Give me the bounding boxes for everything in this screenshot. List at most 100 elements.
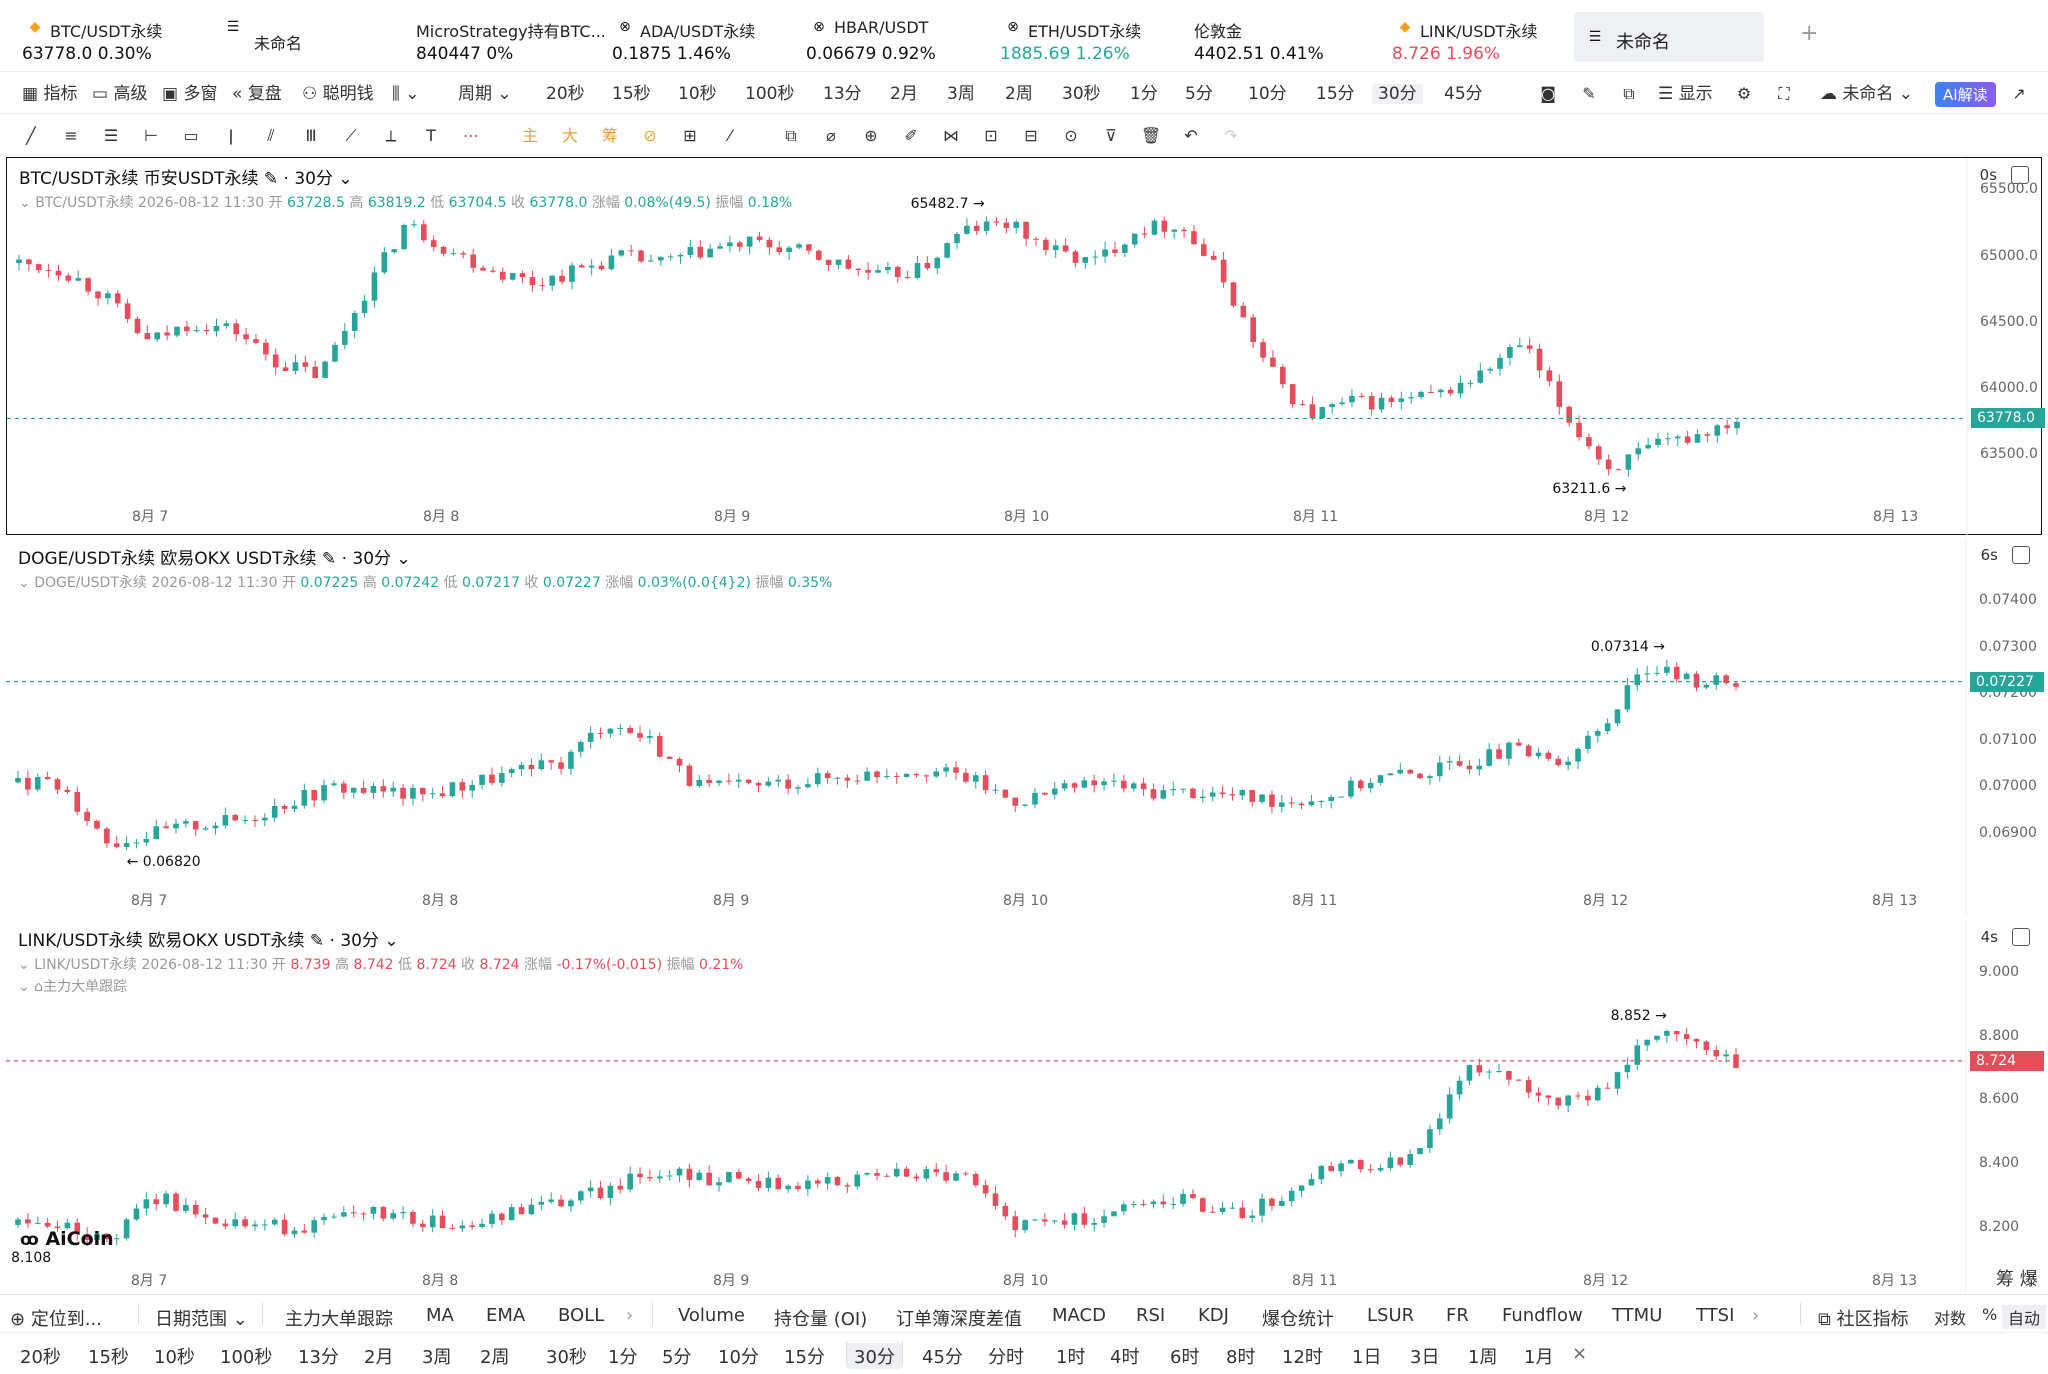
indicator-button[interactable]: ▦ 指标 xyxy=(22,84,78,104)
indicator-8[interactable]: RSI xyxy=(1136,1305,1166,1326)
replay-button[interactable]: « 复盘 xyxy=(232,84,282,104)
candlestick-chart[interactable] xyxy=(6,920,2042,1292)
bottom-interval-1时[interactable]: 1时 xyxy=(1056,1347,1086,1368)
symbol-tab[interactable]: 伦敦金 4402.51 0.41% xyxy=(1194,14,1374,64)
ruler-icon[interactable]: ⌀ xyxy=(826,126,836,145)
bottom-interval-12时[interactable]: 12时 xyxy=(1282,1347,1323,1368)
rotate-icon[interactable]: ⊞ xyxy=(683,126,697,145)
community-indicator-button[interactable]: ⧉ 社区指标 xyxy=(1818,1309,1909,1330)
interval-3周[interactable]: 3周 xyxy=(947,84,975,104)
indicator-0[interactable]: 主力大单跟踪 xyxy=(285,1309,393,1330)
filter-icon[interactable]: ⊽ xyxy=(1105,126,1117,145)
bottom-interval-45分[interactable]: 45分 xyxy=(922,1347,963,1368)
quick-2[interactable]: 筹 xyxy=(601,126,618,145)
symbol-tab[interactable]: ⊗ ADA/USDT永续 0.1875 1.46% xyxy=(612,14,792,64)
pane-interval[interactable]: 30分 xyxy=(352,549,392,569)
layout-dropdown[interactable]: ☁ 未命名 ⌄ xyxy=(1820,84,1914,104)
interval-2月[interactable]: 2月 xyxy=(890,84,918,104)
advanced-button[interactable]: ▭ 高级 xyxy=(92,84,148,104)
channel-icon[interactable]: ⫽ xyxy=(267,126,275,145)
redo-icon[interactable]: ↷ xyxy=(1224,126,1238,145)
interval-45分[interactable]: 45分 xyxy=(1444,84,1483,104)
interval-100秒[interactable]: 100秒 xyxy=(745,84,795,104)
trend-line-icon[interactable]: ╱ xyxy=(26,126,36,145)
chart-pane[interactable]: BTC/USDT永续 币安USDT永续 ✎ · 30分 ⌄ ⌄ BTC/USDT永… xyxy=(6,157,2045,536)
bottom-interval-8时[interactable]: 8时 xyxy=(1226,1347,1256,1368)
alert-icon[interactable]: ⊟ xyxy=(1024,126,1038,145)
interval-15秒[interactable]: 15秒 xyxy=(612,84,651,104)
add-tab-icon[interactable]: + xyxy=(1800,21,1819,46)
copy-icon[interactable]: ⧉ xyxy=(785,126,797,145)
settings-icon[interactable]: ⚙ xyxy=(1736,84,1752,103)
symbol-tab[interactable]: ◆ BTC/USDT永续 63778.0 0.30% xyxy=(22,14,202,64)
bottom-interval-20秒[interactable]: 20秒 xyxy=(20,1347,61,1368)
indicator-11[interactable]: LSUR xyxy=(1367,1305,1415,1326)
interval-15分[interactable]: 15分 xyxy=(1316,84,1355,104)
indicator-3[interactable]: BOLL xyxy=(558,1305,605,1326)
indicator-7[interactable]: MACD xyxy=(1052,1305,1106,1326)
symbol-tab[interactable]: ☰ 未命名 xyxy=(220,14,400,62)
horizontal-ray-icon[interactable]: ⊢ xyxy=(144,126,158,145)
locate-button[interactable]: ⊕ 定位到... xyxy=(10,1309,102,1330)
bottom-interval-30分[interactable]: 30分 xyxy=(846,1343,903,1369)
display-button[interactable]: ☰ 显示 xyxy=(1658,84,1713,104)
edit-icon[interactable]: ✎ xyxy=(1582,84,1596,103)
symbol-tab[interactable]: ⊗ HBAR/USDT 0.06679 0.92% xyxy=(806,14,986,64)
candlestick-chart[interactable] xyxy=(6,538,2042,916)
mask-icon[interactable]: ⊘ xyxy=(643,126,657,145)
fib-icon[interactable]: ⟋ xyxy=(345,126,357,145)
vertical-line-icon[interactable]: ǀ xyxy=(228,126,234,145)
candlestick-chart[interactable] xyxy=(7,158,2043,536)
bottom-interval-10秒[interactable]: 10秒 xyxy=(154,1347,195,1368)
bottom-interval-100秒[interactable]: 100秒 xyxy=(220,1347,273,1368)
interval-10秒[interactable]: 10秒 xyxy=(678,84,717,104)
bottom-interval-13分[interactable]: 13分 xyxy=(298,1347,339,1368)
interval-1分[interactable]: 1分 xyxy=(1130,84,1158,104)
bottom-interval-2月[interactable]: 2月 xyxy=(364,1347,394,1368)
scroll-right-icon-2[interactable]: › xyxy=(1752,1305,1760,1326)
chart-type-icon[interactable]: ⫼ ⌄ xyxy=(392,84,420,104)
bottom-interval-5分[interactable]: 5分 xyxy=(662,1347,692,1368)
rectangle-icon[interactable]: ▭ xyxy=(183,126,199,145)
undo-icon[interactable]: ↶ xyxy=(1184,126,1198,145)
percent-scale-toggle[interactable]: % xyxy=(1982,1305,1998,1324)
scroll-right-icon[interactable]: › xyxy=(626,1305,634,1326)
pane-interval[interactable]: 30分 xyxy=(340,931,379,951)
bottom-interval-30秒[interactable]: 30秒 xyxy=(546,1347,587,1368)
pen-icon[interactable]: ✐ xyxy=(904,126,918,145)
quick-0[interactable]: 主 xyxy=(521,126,538,145)
close-period-bar-icon[interactable]: × xyxy=(1572,1343,1588,1364)
pane-settings-icon[interactable] xyxy=(2011,166,2029,184)
indicator-6[interactable]: 订单簿深度差值 xyxy=(896,1309,1022,1330)
chip-liquidation-toggle[interactable]: 筹 爆 xyxy=(1996,1269,2038,1290)
trash-icon[interactable]: 🗑 xyxy=(1140,126,1162,145)
bottom-interval-分时[interactable]: 分时 xyxy=(988,1347,1024,1368)
multi-window-button[interactable]: ▣ 多窗 xyxy=(162,84,218,104)
log-scale-toggle[interactable]: 对数 xyxy=(1934,1309,1967,1328)
symbol-tab[interactable]: MicroStrategy持有BTC... 840447 0% xyxy=(416,14,606,64)
pane-settings-icon[interactable] xyxy=(2012,928,2030,946)
magnet-icon[interactable]: ⋈ xyxy=(943,126,959,145)
smart-money-button[interactable]: ⚇ 聪明钱 xyxy=(302,84,374,104)
zoom-icon[interactable]: ⊕ xyxy=(864,126,878,145)
bottom-interval-1日[interactable]: 1日 xyxy=(1352,1347,1382,1368)
indicator-13[interactable]: Fundflow xyxy=(1502,1305,1583,1326)
interval-20秒[interactable]: 20秒 xyxy=(546,84,585,104)
chart-pane[interactable]: DOGE/USDT永续 欧易OKX USDT永续 ✎ · 30分 ⌄ ⌄ DOGE… xyxy=(6,538,2044,916)
interval-5分[interactable]: 5分 xyxy=(1185,84,1213,104)
bottom-interval-4时[interactable]: 4时 xyxy=(1110,1347,1140,1368)
indicator-14[interactable]: TTMU xyxy=(1612,1305,1663,1326)
measure-icon[interactable]: ⟂ xyxy=(385,126,397,145)
pane-title[interactable]: BTC/USDT永续 币安USDT永续 ✎ · 30分 ⌄ xyxy=(19,169,353,189)
symbol-tab[interactable]: ⊗ ETH/USDT永续 1885.69 1.26% xyxy=(1000,14,1180,64)
pane-settings-icon[interactable] xyxy=(2012,546,2030,564)
more-dots-icon[interactable]: ⋯ xyxy=(463,126,479,145)
interval-30秒[interactable]: 30秒 xyxy=(1062,84,1101,104)
chart-pane[interactable]: LINK/USDT永续 欧易OKX USDT永续 ✎ · 30分 ⌄ ⌄ LINK… xyxy=(6,920,2044,1292)
bottom-interval-6时[interactable]: 6时 xyxy=(1170,1347,1200,1368)
auto-scale-toggle[interactable]: 自动 xyxy=(2002,1305,2047,1329)
symbol-tab[interactable]: ☰ 未命名 xyxy=(1574,12,1764,62)
quick-1[interactable]: 大 xyxy=(561,126,578,145)
parallel-lines-icon[interactable]: ≡ xyxy=(64,126,78,145)
indicator-2[interactable]: EMA xyxy=(486,1305,526,1326)
